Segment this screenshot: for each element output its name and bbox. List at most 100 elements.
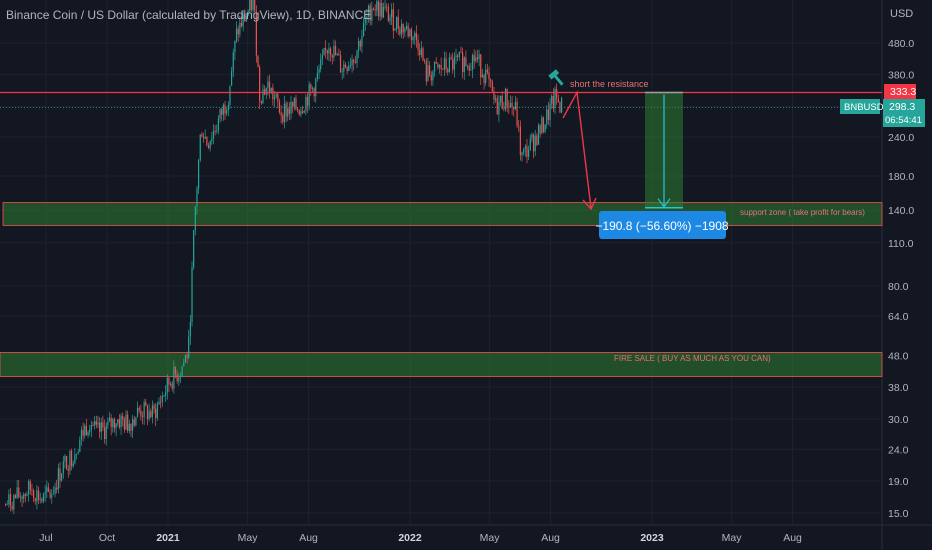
candle-body: [148, 411, 150, 420]
candle-body: [429, 65, 431, 76]
candle-body: [547, 109, 550, 120]
candle-body: [212, 131, 215, 139]
candle-body: [389, 17, 391, 21]
candle-body: [356, 50, 358, 64]
candle-body: [513, 106, 515, 110]
candle-body: [67, 469, 69, 471]
y-tick-label: 30.0: [888, 414, 909, 426]
candle-body: [240, 22, 243, 27]
candle-body: [361, 36, 363, 47]
candle-body: [64, 456, 66, 462]
candle-body: [295, 97, 297, 110]
candle-body: [320, 59, 322, 70]
candle-body: [348, 65, 350, 72]
candle-body: [292, 101, 294, 107]
candle-body: [450, 57, 452, 60]
candle-body: [161, 395, 163, 403]
candle-body: [430, 75, 432, 81]
candle-body: [301, 111, 304, 113]
candle-body: [85, 425, 88, 436]
candle-body: [509, 102, 512, 108]
candle-body: [470, 69, 472, 71]
bar-countdown: 06:54:41: [885, 115, 922, 126]
candle-body: [57, 468, 59, 490]
candle-body: [554, 89, 556, 109]
candle-body: [358, 40, 360, 51]
candle-body: [424, 60, 426, 62]
candle-body: [524, 146, 526, 150]
symbol-price-tag: BNBUSD 298.3 06:54:41: [840, 99, 925, 127]
candle-body: [181, 366, 183, 377]
candle-body: [24, 494, 26, 496]
candle-body: [216, 130, 218, 132]
candle-body: [445, 58, 447, 70]
candle-body: [146, 405, 149, 420]
candle-body: [328, 48, 330, 54]
candle-body: [376, 1, 378, 11]
candle-body: [277, 93, 279, 102]
candle-body: [336, 53, 338, 55]
candle-body: [344, 64, 347, 68]
candle-body: [346, 67, 348, 72]
candle-body: [46, 487, 48, 492]
candle-body: [74, 454, 76, 464]
candle-body: [31, 489, 33, 491]
candle-body: [546, 109, 548, 125]
candle-body: [549, 103, 551, 120]
candle-body: [377, 1, 380, 17]
candle-body: [231, 71, 233, 86]
candle-body: [427, 65, 429, 82]
candle-body: [59, 468, 61, 481]
y-tick-label: 64.0: [888, 311, 909, 323]
candle-body: [471, 55, 474, 70]
candle-body: [323, 47, 325, 55]
candle-body: [257, 55, 259, 68]
candle-body: [466, 65, 469, 67]
candle-body: [169, 383, 172, 385]
candle-body: [280, 112, 282, 116]
candle-body: [178, 377, 180, 382]
candle-body: [367, 5, 370, 17]
candle-body: [72, 463, 74, 467]
candle-body: [66, 456, 68, 470]
candle-body: [498, 101, 500, 115]
candle-body: [297, 109, 299, 111]
candle-body: [265, 87, 267, 95]
candle-body: [52, 493, 55, 495]
candle-body: [75, 453, 78, 455]
candle-body: [354, 62, 356, 64]
candle-body: [189, 321, 191, 337]
candle-body: [272, 87, 274, 100]
candle-body: [13, 495, 15, 510]
candle-body: [133, 419, 135, 426]
candle-body: [501, 95, 503, 109]
candle-body: [105, 425, 107, 440]
candle-body: [80, 430, 83, 440]
candle-body: [224, 104, 226, 114]
x-tick-label: Aug: [299, 532, 318, 544]
candle-body: [87, 432, 89, 436]
candle-body: [219, 109, 221, 119]
candle-body: [374, 9, 376, 11]
candle-body: [435, 61, 437, 64]
candle-body: [204, 136, 206, 139]
candle-body: [448, 57, 451, 73]
candle-body: [293, 97, 295, 107]
candle-body: [184, 355, 187, 363]
candle-body: [11, 505, 13, 510]
candle-body: [442, 68, 444, 70]
y-tick-label: 38.0: [888, 382, 909, 394]
candle-body: [305, 96, 307, 111]
candle-body: [153, 405, 155, 409]
candle-body: [372, 8, 375, 10]
candle-body: [458, 51, 460, 57]
candle-body: [29, 481, 31, 490]
candle-body: [214, 131, 216, 132]
projection-arrow: [562, 90, 592, 209]
candle-body: [521, 152, 523, 156]
candle-body: [118, 419, 121, 428]
candle-body: [39, 499, 41, 501]
candle-body: [54, 487, 56, 494]
candle-body: [33, 490, 35, 499]
